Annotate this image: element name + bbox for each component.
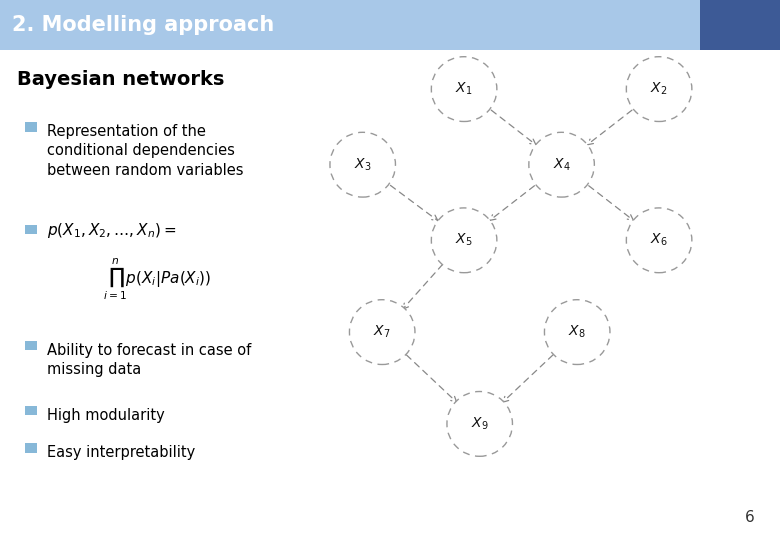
Ellipse shape — [529, 132, 594, 197]
Text: $X_8$: $X_8$ — [569, 324, 586, 340]
Text: 2. Modelling approach: 2. Modelling approach — [12, 15, 275, 35]
Text: $X_6$: $X_6$ — [651, 232, 668, 248]
Text: Bayesian networks: Bayesian networks — [17, 70, 225, 89]
Text: High modularity: High modularity — [47, 408, 165, 423]
Ellipse shape — [447, 392, 512, 456]
Ellipse shape — [626, 57, 692, 122]
Text: $X_9$: $X_9$ — [471, 416, 488, 432]
Text: Easy interpretability: Easy interpretability — [47, 446, 195, 461]
Ellipse shape — [349, 300, 415, 365]
Ellipse shape — [626, 208, 692, 273]
Text: $X_2$: $X_2$ — [651, 81, 668, 97]
Text: $p(X_1, X_2, \ldots, X_n) =$: $p(X_1, X_2, \ldots, X_n) =$ — [47, 221, 176, 240]
Bar — [0, 0, 780, 50]
Ellipse shape — [330, 132, 395, 197]
Bar — [25, 225, 37, 234]
Ellipse shape — [544, 300, 610, 365]
Text: $\prod_{i=1}^{n} p(X_i|Pa(X_i))$: $\prod_{i=1}^{n} p(X_i|Pa(X_i))$ — [103, 256, 211, 302]
Ellipse shape — [431, 208, 497, 273]
Bar — [25, 122, 37, 132]
Bar — [25, 443, 37, 453]
Text: $X_1$: $X_1$ — [456, 81, 473, 97]
Text: Ability to forecast in case of
missing data: Ability to forecast in case of missing d… — [47, 343, 251, 377]
Bar — [700, 0, 780, 50]
Ellipse shape — [431, 57, 497, 122]
Bar — [25, 406, 37, 415]
Text: $X_3$: $X_3$ — [354, 157, 371, 173]
Text: 6: 6 — [745, 510, 755, 525]
Text: Representation of the
conditional dependencies
between random variables: Representation of the conditional depend… — [47, 124, 243, 178]
Text: $X_4$: $X_4$ — [553, 157, 570, 173]
Text: $X_5$: $X_5$ — [456, 232, 473, 248]
Text: $X_7$: $X_7$ — [374, 324, 391, 340]
Bar — [25, 341, 37, 350]
